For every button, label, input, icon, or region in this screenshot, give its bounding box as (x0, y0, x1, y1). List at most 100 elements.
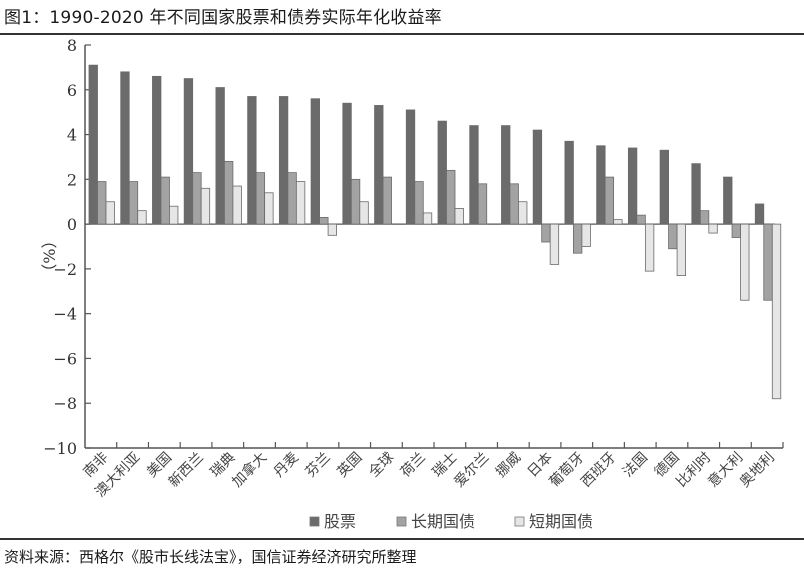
bar-长期国债 (668, 223, 678, 250)
bar-长期国债 (509, 183, 519, 225)
y-axis-label: （%） (40, 233, 59, 280)
bar-长期国债 (604, 176, 615, 225)
bar-长期国债 (636, 214, 646, 225)
bar-短期国债 (200, 187, 211, 225)
bar-股票 (596, 145, 606, 225)
bar-长期国债 (128, 181, 139, 225)
y-tick-label: 4 (67, 126, 77, 145)
legend-swatch (396, 516, 407, 527)
bar-长期国债 (763, 223, 773, 301)
x-category-label: 比利时 (673, 450, 714, 491)
x-category-label: 全球 (365, 449, 397, 481)
bar-股票 (120, 71, 130, 225)
bar-短期国债 (518, 201, 528, 225)
bar-短期国债 (644, 223, 655, 272)
bar-股票 (469, 125, 479, 225)
bar-短期国债 (422, 212, 433, 225)
x-category-label: 意大利 (704, 449, 746, 491)
chart-bars (88, 64, 782, 400)
bar-股票 (691, 163, 701, 225)
bar-长期国债 (255, 172, 266, 225)
chart-title: 图1：1990-2020 年不同国家股票和债券实际年化收益率 (4, 8, 442, 28)
bar-长期国债 (382, 176, 392, 225)
x-category-label: 挪威 (493, 450, 524, 481)
x-category-label: 爱尔兰 (451, 450, 492, 491)
bar-股票 (723, 176, 733, 225)
bar-长期国债 (414, 181, 424, 225)
bar-股票 (627, 147, 638, 225)
bar-短期国债 (295, 181, 306, 225)
bar-长期国债 (192, 172, 202, 225)
legend-label: 短期国债 (529, 512, 593, 531)
bar-股票 (215, 87, 225, 225)
y-tick-label: 0 (67, 215, 77, 234)
top-divider (0, 33, 804, 35)
bar-长期国债 (97, 181, 107, 225)
bar-短期国债 (232, 185, 242, 225)
bar-股票 (532, 129, 543, 225)
bar-短期国债 (454, 208, 464, 225)
x-category-label: 芬兰 (303, 450, 334, 481)
y-tick-label: 2 (67, 170, 77, 189)
bar-股票 (754, 203, 765, 225)
y-tick-label: −4 (53, 305, 77, 324)
x-category-label: 丹麦 (271, 450, 302, 481)
y-tick-label: −10 (43, 439, 77, 458)
bar-短期国债 (708, 223, 718, 234)
chart-legend: 股票 长期国债 短期国债 (309, 512, 593, 531)
y-tick-label: 6 (67, 81, 77, 100)
bar-长期国债 (446, 169, 456, 225)
bar-股票 (310, 98, 320, 225)
bar-短期国债 (137, 210, 147, 225)
bar-股票 (437, 120, 447, 225)
bar-长期国债 (350, 178, 361, 225)
bar-短期国债 (169, 205, 179, 225)
x-category-label: 加拿大 (229, 449, 271, 491)
bar-长期国债 (731, 223, 741, 238)
x-category-label: 新西兰 (166, 450, 207, 491)
legend-swatch (309, 516, 320, 527)
y-tick-label: −2 (53, 260, 77, 279)
bar-短期国债 (264, 192, 274, 225)
bar-股票 (183, 78, 194, 225)
bar-股票 (405, 109, 416, 225)
legend-swatch (514, 516, 525, 527)
bar-短期国债 (105, 201, 115, 225)
bar-短期国债 (740, 223, 750, 301)
bar-股票 (342, 102, 352, 225)
bar-短期国债 (581, 223, 591, 247)
bottom-divider (0, 538, 804, 540)
legend-label: 股票 (324, 512, 356, 531)
x-category-label: 法国 (620, 450, 651, 481)
bar-股票 (278, 96, 289, 225)
y-tick-label: −8 (53, 394, 77, 413)
bar-长期国债 (699, 210, 710, 225)
bar-长期国债 (319, 216, 329, 225)
bar-股票 (88, 64, 98, 225)
y-tick-label: 8 (67, 36, 77, 55)
bar-长期国债 (573, 223, 583, 254)
bar-短期国债 (327, 223, 337, 236)
bar-股票 (659, 149, 669, 225)
bar-长期国债 (477, 183, 488, 225)
bar-股票 (374, 105, 384, 225)
x-category-label: 英国 (334, 449, 366, 481)
bar-股票 (564, 140, 574, 225)
legend-label: 长期国债 (411, 512, 475, 531)
y-tick-label: −6 (53, 349, 77, 368)
bar-短期国债 (771, 223, 782, 400)
bar-长期国债 (541, 223, 551, 243)
bar-股票 (152, 75, 162, 225)
source-note: 资料来源：西格尔《股市长线法宝》，国信证券经济研究所整理 (4, 548, 417, 566)
bar-股票 (501, 125, 511, 225)
x-category-label: 西班牙 (578, 450, 619, 491)
x-category-label: 奥地利 (736, 449, 778, 491)
bar-长期国债 (160, 176, 170, 225)
bar-短期国债 (549, 223, 560, 265)
bar-长期国债 (287, 172, 297, 225)
bar-长期国债 (224, 161, 234, 225)
bar-股票 (247, 96, 257, 225)
x-category-label: 荷兰 (398, 450, 429, 481)
